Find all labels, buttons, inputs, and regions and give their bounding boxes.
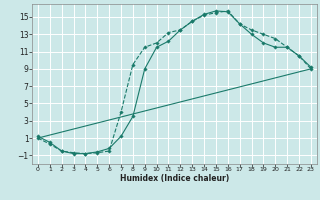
X-axis label: Humidex (Indice chaleur): Humidex (Indice chaleur) — [120, 174, 229, 183]
